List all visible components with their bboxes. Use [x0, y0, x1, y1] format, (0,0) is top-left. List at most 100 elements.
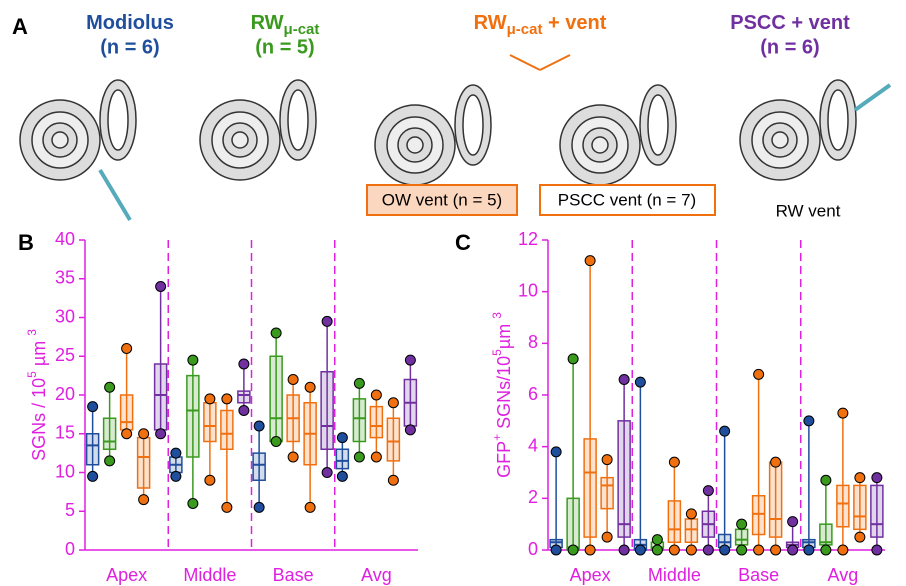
- point: [871, 472, 883, 484]
- point: [304, 381, 316, 393]
- pscc-box: [539, 184, 716, 216]
- point: [404, 424, 416, 436]
- point: [336, 432, 348, 444]
- point: [803, 544, 815, 556]
- point: [270, 436, 282, 447]
- pscc-label: PSCC vent (n = 7): [558, 190, 696, 209]
- point: [155, 428, 167, 440]
- point: [567, 353, 579, 365]
- point: [719, 425, 731, 437]
- point: [353, 377, 365, 389]
- box: [136, 436, 151, 489]
- point: [238, 405, 250, 416]
- point: [404, 354, 416, 366]
- point: [702, 544, 714, 556]
- box: [684, 518, 699, 543]
- box: [751, 495, 766, 536]
- point: [121, 428, 133, 440]
- point: [567, 544, 579, 556]
- x-tick-label: Avg: [361, 565, 392, 585]
- point: [204, 474, 216, 486]
- point: [601, 454, 613, 466]
- y-tick-label: 0: [528, 539, 538, 559]
- panel-label: B: [18, 230, 34, 255]
- group-title: Modiolus: [86, 12, 174, 34]
- point: [204, 393, 216, 405]
- box: [252, 452, 266, 481]
- group-title: RWμ-cat + vent: [474, 12, 607, 38]
- point: [685, 544, 697, 556]
- point: [253, 501, 265, 513]
- group-title: PSCC + vent: [730, 12, 850, 34]
- point: [702, 485, 714, 497]
- y-label-part: µm: [494, 319, 514, 349]
- point: [187, 354, 199, 366]
- x-tick-label: Middle: [648, 565, 701, 585]
- point: [287, 374, 299, 385]
- y-label-part: µm: [29, 336, 49, 371]
- title-part: PSCC + vent: [730, 12, 850, 34]
- box: [85, 433, 100, 466]
- point: [584, 544, 596, 556]
- y-axis-label: SGNs / 105 µm 3: [25, 329, 49, 461]
- title-part: RW: [474, 12, 507, 34]
- y-tick-label: 8: [528, 332, 538, 352]
- box: [119, 394, 134, 431]
- y-tick-label: 5: [65, 500, 75, 520]
- title-part: μ-cat: [284, 21, 320, 38]
- box: [237, 390, 251, 404]
- arrows: [509, 54, 571, 71]
- point: [685, 508, 697, 520]
- y-tick-label: 4: [528, 435, 538, 455]
- x-tick-label: Avg: [828, 565, 859, 585]
- box: [853, 484, 867, 531]
- point: [353, 451, 365, 463]
- y-label-part: SGNs/10: [494, 356, 514, 434]
- point: [387, 397, 399, 409]
- group-n: (n = 6): [760, 36, 819, 58]
- y-label-part: 5: [25, 371, 39, 378]
- box: [617, 420, 631, 538]
- point: [736, 544, 748, 556]
- point: [736, 518, 748, 530]
- x-tick-label: Base: [738, 565, 779, 585]
- point: [321, 467, 333, 478]
- point: [187, 498, 199, 509]
- title-part: Modiolus: [86, 12, 174, 34]
- point: [138, 428, 150, 440]
- point: [104, 455, 116, 467]
- point: [651, 534, 663, 546]
- y-axis-label: GFP+ SGNs/105µm 3: [490, 312, 514, 478]
- point: [770, 456, 782, 468]
- point: [155, 281, 167, 292]
- point: [651, 544, 663, 556]
- panel-label: A: [12, 14, 28, 39]
- point: [668, 544, 680, 556]
- y-tick-label: 25: [55, 345, 75, 365]
- box: [566, 497, 580, 551]
- box: [102, 417, 117, 450]
- box: [768, 461, 783, 538]
- box: [836, 484, 850, 528]
- box: [269, 355, 283, 443]
- point: [387, 474, 399, 486]
- point: [837, 544, 849, 556]
- y-tick-label: 35: [55, 268, 75, 288]
- y-label-part: SGNs / 10: [29, 378, 49, 461]
- point: [634, 544, 646, 556]
- x-tick-label: Middle: [183, 565, 236, 585]
- box: [220, 409, 234, 450]
- group-n: (n = 5): [255, 36, 314, 58]
- rw-vent-label: RW vent: [776, 201, 841, 220]
- point: [370, 389, 382, 401]
- point: [270, 327, 282, 339]
- point: [584, 255, 596, 267]
- y-label-part: 3: [25, 329, 39, 336]
- point: [820, 544, 832, 556]
- x-tick-label: Apex: [106, 565, 147, 585]
- point: [787, 544, 799, 556]
- point: [221, 393, 233, 405]
- point: [837, 407, 849, 419]
- panel-a-labels: Modiolus (n = 6) RW μ-cat(n = 5) RWμ-cat + v…: [86, 12, 850, 58]
